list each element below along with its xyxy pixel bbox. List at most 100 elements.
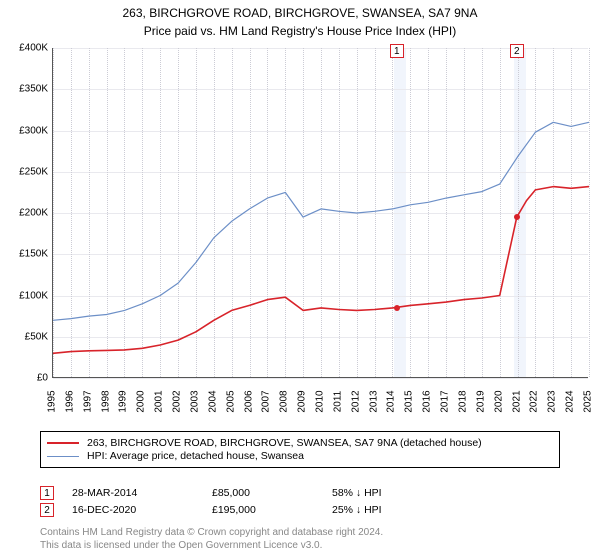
legend-row: 263, BIRCHGROVE ROAD, BIRCHGROVE, SWANSE… xyxy=(47,437,553,449)
y-axis-label: £150K xyxy=(19,249,48,260)
x-axis-label: 2001 xyxy=(154,390,165,412)
title-subtitle: Price paid vs. HM Land Registry's House … xyxy=(10,24,590,40)
x-axis-label: 2014 xyxy=(386,390,397,412)
x-axis-label: 1997 xyxy=(82,390,93,412)
legend-box: 263, BIRCHGROVE ROAD, BIRCHGROVE, SWANSE… xyxy=(40,431,560,468)
x-axis-label: 2017 xyxy=(440,390,451,412)
x-axis-label: 2009 xyxy=(297,390,308,412)
x-axis-label: 1995 xyxy=(47,390,58,412)
legend-swatch xyxy=(47,456,79,457)
x-axis-label: 2025 xyxy=(583,390,594,412)
plot-area: 12 xyxy=(52,48,588,378)
legend-swatch xyxy=(47,442,79,444)
gridline-v xyxy=(267,48,268,377)
footnote-line1: Contains HM Land Registry data © Crown c… xyxy=(40,527,383,540)
y-axis-label: £100K xyxy=(19,290,48,301)
gridline-v xyxy=(53,48,54,377)
x-axis-label: 2008 xyxy=(279,390,290,412)
gridline-v xyxy=(357,48,358,377)
gridline-v xyxy=(410,48,411,377)
transaction-row: 1 28-MAR-2014£85,00058% ↓ HPI xyxy=(40,486,560,500)
y-axis-label: £200K xyxy=(19,208,48,219)
tx-date: 28-MAR-2014 xyxy=(72,487,212,499)
x-axis-label: 2012 xyxy=(350,390,361,412)
gridline-v xyxy=(89,48,90,377)
y-axis-label: £250K xyxy=(19,166,48,177)
y-axis-label: £350K xyxy=(19,84,48,95)
gridline-v xyxy=(500,48,501,377)
x-axis-label: 2006 xyxy=(243,390,254,412)
x-axis-label: 2019 xyxy=(475,390,486,412)
legend-label: 263, BIRCHGROVE ROAD, BIRCHGROVE, SWANSE… xyxy=(87,437,482,449)
tx-number-box: 2 xyxy=(40,503,54,517)
x-axis-label: 2022 xyxy=(529,390,540,412)
x-axis-label: 2000 xyxy=(136,390,147,412)
marker-number-box: 1 xyxy=(390,44,404,58)
chart-area: 12 £0£50K£100K£150K£200K£250K£300K£350K£… xyxy=(0,40,600,410)
gridline-v xyxy=(392,48,393,377)
legend-label: HPI: Average price, detached house, Swan… xyxy=(87,450,304,462)
gridline-v xyxy=(142,48,143,377)
tx-number-box: 1 xyxy=(40,486,54,500)
y-axis-label: £0 xyxy=(37,373,48,384)
y-axis-label: £50K xyxy=(25,331,48,342)
y-axis-label: £400K xyxy=(19,43,48,54)
x-axis-label: 2015 xyxy=(404,390,415,412)
gridline-v xyxy=(71,48,72,377)
gridline-v xyxy=(285,48,286,377)
gridline-v xyxy=(446,48,447,377)
gridline-v xyxy=(553,48,554,377)
tx-price: £195,000 xyxy=(212,504,332,516)
gridline-v xyxy=(232,48,233,377)
title-address: 263, BIRCHGROVE ROAD, BIRCHGROVE, SWANSE… xyxy=(10,6,590,22)
x-axis-label: 2003 xyxy=(189,390,200,412)
gridline-v xyxy=(375,48,376,377)
legend-row: HPI: Average price, detached house, Swan… xyxy=(47,450,553,462)
transaction-row: 216-DEC-2020£195,00025% ↓ HPI xyxy=(40,503,560,517)
gridline-v xyxy=(339,48,340,377)
x-axis-label: 2024 xyxy=(565,390,576,412)
marker-number-box: 2 xyxy=(510,44,524,58)
x-axis-label: 1996 xyxy=(64,390,75,412)
x-axis-label: 1998 xyxy=(100,390,111,412)
gridline-v xyxy=(464,48,465,377)
tx-diff: 58% ↓ HPI xyxy=(332,487,382,499)
marker-dot xyxy=(514,214,520,220)
x-axis-label: 2005 xyxy=(225,390,236,412)
marker-dot xyxy=(394,305,400,311)
x-axis-label: 2010 xyxy=(315,390,326,412)
gridline-v xyxy=(196,48,197,377)
gridline-v xyxy=(428,48,429,377)
gridline-v xyxy=(589,48,590,377)
x-axis-label: 2023 xyxy=(547,390,558,412)
x-axis-label: 2021 xyxy=(511,390,522,412)
gridline-h xyxy=(53,378,588,379)
transaction-list: 128-MAR-2014£85,00058% ↓ HPI216-DEC-2020… xyxy=(40,483,560,520)
x-axis-label: 2020 xyxy=(493,390,504,412)
x-axis-label: 2004 xyxy=(207,390,218,412)
gridline-v xyxy=(107,48,108,377)
footnote-line2: This data is licensed under the Open Gov… xyxy=(40,540,383,553)
gridline-v xyxy=(303,48,304,377)
gridline-v xyxy=(321,48,322,377)
gridline-v xyxy=(214,48,215,377)
gridline-v xyxy=(250,48,251,377)
gridline-v xyxy=(160,48,161,377)
x-axis-label: 2016 xyxy=(422,390,433,412)
x-axis-label: 2013 xyxy=(368,390,379,412)
x-axis-label: 2018 xyxy=(457,390,468,412)
x-axis-label: 2002 xyxy=(172,390,183,412)
tx-price: £85,000 xyxy=(212,487,332,499)
chart-title-block: 263, BIRCHGROVE ROAD, BIRCHGROVE, SWANSE… xyxy=(0,0,600,41)
x-axis-label: 1999 xyxy=(118,390,129,412)
x-axis-label: 2011 xyxy=(332,391,343,413)
gridline-v xyxy=(535,48,536,377)
gridline-v xyxy=(124,48,125,377)
footnote: Contains HM Land Registry data © Crown c… xyxy=(40,527,383,552)
gridline-v xyxy=(482,48,483,377)
y-axis-label: £300K xyxy=(19,125,48,136)
gridline-v xyxy=(571,48,572,377)
tx-diff: 25% ↓ HPI xyxy=(332,504,382,516)
x-axis-label: 2007 xyxy=(261,390,272,412)
gridline-v xyxy=(178,48,179,377)
